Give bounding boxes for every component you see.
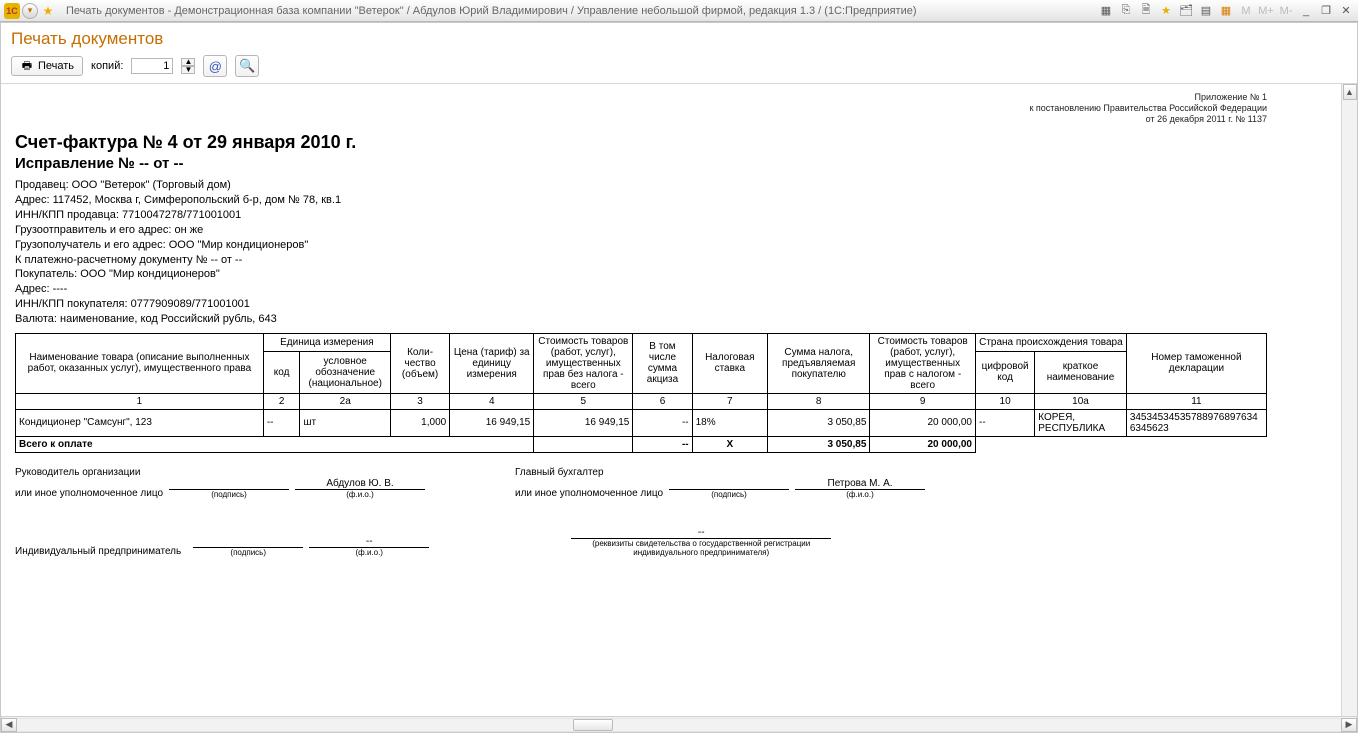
th-name: Наименование товара (описание выполненны…: [16, 333, 264, 393]
scroll-left-button[interactable]: ◀: [1, 718, 17, 732]
th-sum-notax: Стоимость товаров (работ, услуг), имущес…: [534, 333, 633, 393]
buyer-line: Покупатель: ООО "Мир кондиционеров": [15, 267, 1267, 282]
th-unit-group: Единица измерения: [263, 333, 390, 351]
window-title: Печать документов - Демонстрационная баз…: [66, 5, 917, 17]
paydoc-line: К платежно-расчетному документу № -- от …: [15, 253, 1267, 268]
currency-line: Валюта: наименование, код Российский руб…: [15, 312, 1267, 327]
column-number-row: 122а 345 678 91010а 11: [16, 393, 1267, 409]
signatures: Руководитель организации или иное уполно…: [15, 467, 1267, 557]
toolbar-m2[interactable]: M+: [1258, 3, 1274, 19]
app-logo-icon: 1C: [4, 3, 20, 19]
th-tax: Сумма налога, предъявляемая покупателю: [768, 333, 870, 393]
copies-label: копий:: [91, 60, 123, 72]
document-area: Приложение № 1 к постановлению Правитель…: [1, 84, 1357, 716]
th-excise: В том числе сумма акциза: [633, 333, 692, 393]
zoom-button[interactable]: 🔍: [235, 55, 259, 77]
scroll-right-button[interactable]: ▶: [1341, 718, 1357, 732]
th-qty: Коли-чество (объем): [390, 333, 449, 393]
toolbar-icon-1[interactable]: ▦: [1098, 3, 1114, 19]
toolbar-cal-icon[interactable]: ▦: [1218, 3, 1234, 19]
window-titlebar: 1C ▾ ★ Печать документов - Демонстрацион…: [0, 0, 1358, 22]
spin-down[interactable]: ▼: [181, 66, 195, 74]
favorite-icon[interactable]: ★: [40, 3, 56, 19]
table-row: Кондиционер "Самсунг", 123 -- шт 1,000 1…: [16, 409, 1267, 436]
nav-down-button[interactable]: ▾: [22, 3, 38, 19]
th-country-code: цифровой код: [975, 351, 1034, 393]
invoice-title: Счет-фактура № 4 от 29 января 2010 г.: [15, 132, 1267, 153]
buyer-inn: ИНН/КПП покупателя: 0777909089/771001001: [15, 297, 1267, 312]
th-rate: Налоговая ставка: [692, 333, 767, 393]
invoice-correction: Исправление № -- от --: [15, 155, 1267, 172]
printer-icon: 🖶: [20, 59, 34, 73]
maximize-button[interactable]: ❐: [1318, 3, 1334, 19]
th-unit-code: код: [263, 351, 300, 393]
close-button[interactable]: ✕: [1338, 3, 1354, 19]
vertical-scrollbar[interactable]: ▲: [1341, 84, 1357, 716]
shipper-line: Грузоотправитель и его адрес: он же: [15, 223, 1267, 238]
th-unit-name: условное обозначение (национальное): [300, 351, 391, 393]
toolbar-icon-3[interactable]: 🗎: [1138, 3, 1154, 19]
page-title: Печать документов: [1, 23, 1357, 51]
th-price: Цена (тариф) за единицу измерения: [450, 333, 534, 393]
seller-inn: ИНН/КПП продавца: 7710047278/771001001: [15, 208, 1267, 223]
toolbar-m1[interactable]: M: [1238, 3, 1254, 19]
print-button[interactable]: 🖶 Печать: [11, 56, 83, 76]
toolbar-m3[interactable]: M-: [1278, 3, 1294, 19]
horizontal-scrollbar[interactable]: ◀ ▶: [1, 716, 1357, 732]
toolbar-icon-5[interactable]: 🗂: [1178, 3, 1194, 19]
minimize-button[interactable]: _: [1298, 3, 1314, 19]
buyer-addr: Адрес: ----: [15, 282, 1267, 297]
consignee-line: Грузополучатель и его адрес: ООО "Мир ко…: [15, 238, 1267, 253]
total-row: Всего к оплате -- Х 3 050,85 20 000,00: [16, 436, 1267, 452]
print-button-label: Печать: [38, 60, 74, 72]
th-sum-tax: Стоимость товаров (работ, услуг), имущес…: [870, 333, 976, 393]
toolbar-icon-2[interactable]: ⎘: [1118, 3, 1134, 19]
email-button[interactable]: @: [203, 55, 227, 77]
scroll-up-button[interactable]: ▲: [1343, 84, 1357, 100]
th-decl: Номер таможенной декларации: [1126, 333, 1266, 393]
copies-spinner[interactable]: ▲ ▼: [181, 58, 195, 74]
scroll-thumb[interactable]: [573, 719, 613, 731]
invoice-table: Наименование товара (описание выполненны…: [15, 333, 1267, 453]
th-country-group: Страна происхождения товара: [975, 333, 1126, 351]
toolbar-calc-icon[interactable]: ▤: [1198, 3, 1214, 19]
copies-input[interactable]: [131, 58, 173, 74]
toolbar: 🖶 Печать копий: ▲ ▼ @ 🔍: [1, 51, 1357, 84]
th-country-name: краткое наименование: [1035, 351, 1127, 393]
seller-line: Продавец: ООО "Ветерок" (Торговый дом): [15, 178, 1267, 193]
seller-addr: Адрес: 117452, Москва г, Симферопольский…: [15, 193, 1267, 208]
toolbar-star-icon[interactable]: ★: [1158, 3, 1174, 19]
appendix-note: Приложение № 1 к постановлению Правитель…: [15, 92, 1267, 124]
